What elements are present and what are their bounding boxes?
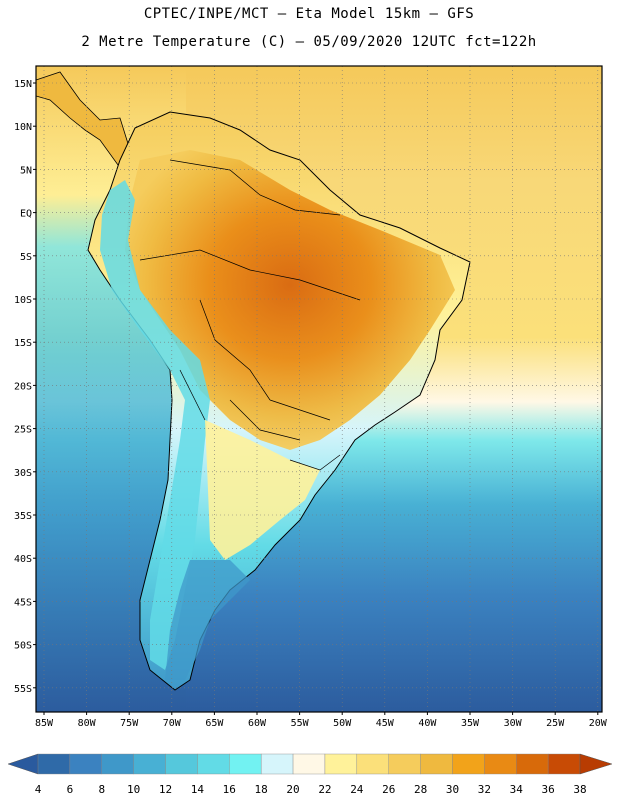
- latitude-labels: 15N 10N 5N EQ 5S 10S 15S 20S 25S 30S 35S 40S 45S 50S 5…: [14, 79, 36, 695]
- colorbar-cell: [452, 753, 485, 775]
- colorbar-label: 22: [318, 783, 331, 796]
- andes-mountains: [100, 180, 210, 670]
- colorbar-cell: [69, 753, 102, 775]
- lat-label: 55S: [14, 684, 32, 695]
- colorbar-label: 34: [510, 783, 524, 796]
- lat-label: 15N: [14, 79, 32, 90]
- lat-label: 25S: [14, 425, 32, 436]
- colorbar-label: 10: [127, 783, 140, 796]
- colorbar-label: 20: [286, 783, 299, 796]
- map-subtitle: 2 Metre Temperature (C) – 05/09/2020 12U…: [81, 34, 537, 50]
- lon-label: 55W: [291, 718, 310, 729]
- lon-label: 30W: [504, 718, 523, 729]
- lon-label: 70W: [163, 718, 182, 729]
- colorbar-cell: [260, 753, 294, 775]
- lat-label: 45S: [14, 597, 32, 608]
- colorbar-cell: [420, 753, 453, 775]
- colorbar-label: 38: [573, 783, 586, 796]
- lon-label: 80W: [78, 718, 97, 729]
- lon-label: 35W: [461, 718, 480, 729]
- colorbar: 4 6 8 10 12 14 16 18 20 22 24 26 28 30 32 34 36 38: [7, 753, 613, 796]
- colorbar-label: 14: [191, 783, 205, 796]
- colorbar-cell: [101, 753, 134, 775]
- pampas: [205, 420, 320, 560]
- lat-label: 10N: [14, 122, 32, 133]
- colorbar-cell: [133, 753, 166, 775]
- lat-label: 15S: [14, 338, 32, 349]
- lon-label: 40W: [418, 718, 437, 729]
- lat-label: EQ: [20, 209, 32, 220]
- colorbar-label: 18: [255, 783, 268, 796]
- colorbar-label: 8: [98, 783, 105, 796]
- lon-label: 85W: [35, 718, 54, 729]
- colorbar-label: 24: [350, 783, 364, 796]
- lon-label: 65W: [205, 718, 224, 729]
- colorbar-cell: [547, 753, 581, 775]
- lat-label: 35S: [14, 511, 32, 522]
- colorbar-label: 16: [223, 783, 236, 796]
- colorbar-cell: [292, 753, 326, 775]
- lon-label: 50W: [333, 718, 352, 729]
- lat-label: 5N: [20, 165, 32, 176]
- country-borders: [139, 159, 361, 471]
- colorbar-cell: [356, 753, 389, 775]
- lat-label: 50S: [14, 641, 32, 652]
- longitude-labels: 85W 80W 75W 70W 65W 60W 55W 50W 45W 40W 35W 30W 25W 2…: [35, 712, 608, 729]
- lon-label: 75W: [120, 718, 139, 729]
- colorbar-cell: [388, 753, 421, 775]
- lon-label: 25W: [546, 718, 565, 729]
- colorbar-cell: [324, 753, 358, 775]
- lon-label: 60W: [248, 718, 267, 729]
- lon-label: 20W: [589, 718, 608, 729]
- colorbar-label: 4: [35, 783, 42, 796]
- lon-label: 45W: [376, 718, 395, 729]
- hot-interior: [125, 150, 455, 450]
- colorbar-label: 30: [446, 783, 459, 796]
- colorbar-right-arrow: [579, 753, 613, 775]
- lat-label: 20S: [14, 381, 32, 392]
- colorbar-label: 32: [478, 783, 491, 796]
- colorbar-cell: [516, 753, 549, 775]
- colorbar-label: 26: [382, 783, 395, 796]
- lat-label: 10S: [14, 295, 32, 306]
- temperature-map: 15N 10N 5N EQ 5S 10S 15S 20S 25S 30S 35S 40S 45S 50S 5…: [14, 65, 608, 729]
- colorbar-label: 6: [67, 783, 74, 796]
- colorbar-left-arrow: [7, 753, 39, 775]
- colorbar-cell: [197, 753, 230, 775]
- lat-label: 40S: [14, 554, 32, 565]
- colorbar-cell: [484, 753, 517, 775]
- colorbar-cell: [229, 753, 262, 775]
- lat-label: 5S: [20, 252, 32, 263]
- map-frame: [35, 65, 603, 713]
- colorbar-label: 12: [159, 783, 172, 796]
- colorbar-label: 36: [541, 783, 554, 796]
- colorbar-cell: [165, 753, 198, 775]
- colorbar-cell: [37, 753, 71, 775]
- patagonia: [165, 560, 250, 680]
- lat-label: 30S: [14, 468, 32, 479]
- colorbar-label: 28: [414, 783, 427, 796]
- map-title: CPTEC/INPE/MCT – Eta Model 15km – GFS: [143, 6, 475, 22]
